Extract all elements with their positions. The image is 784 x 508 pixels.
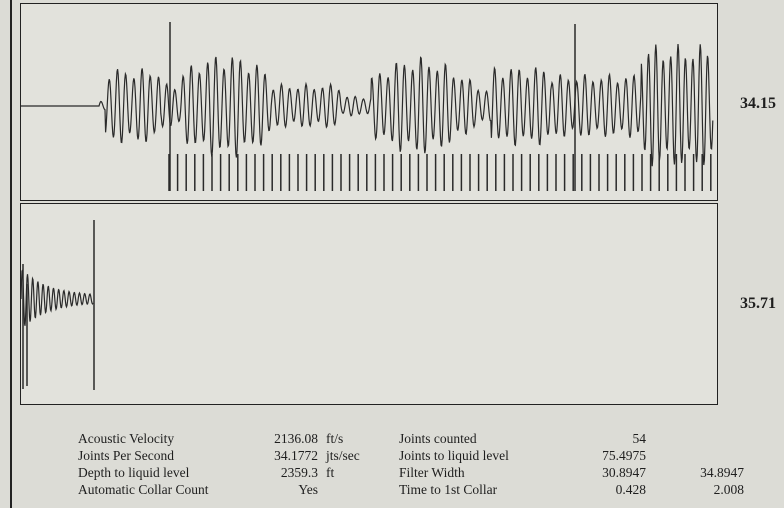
stat-label: Depth to liquid level — [78, 465, 190, 480]
stat-label: Acoustic Velocity — [78, 431, 175, 446]
stat-value-2: 75.4975 — [602, 448, 646, 463]
stat-label: Automatic Collar Count — [78, 482, 209, 497]
stat-unit: jts/sec — [326, 448, 360, 463]
lower-trace-panel — [20, 203, 718, 405]
stat-value: 34.1772 — [274, 448, 318, 463]
upper-waveform-trace — [21, 44, 714, 167]
stat-value: 2136.08 — [274, 431, 318, 446]
stat-unit: ft/s — [326, 431, 344, 446]
stat-value-2: 30.8947 — [602, 465, 646, 480]
stat-value-2: 0.428 — [615, 482, 646, 497]
stat-unit: ft — [326, 465, 335, 480]
stat-value-2: 54 — [632, 431, 647, 446]
stat-label-2: Joints to liquid level — [399, 448, 509, 463]
upper-trace-panel — [20, 3, 718, 201]
upper-waveform-chart — [21, 22, 714, 191]
stat-value: 2359.3 — [280, 465, 318, 480]
stat-label-2: Time to 1st Collar — [399, 482, 498, 497]
stat-label-2: Joints counted — [399, 431, 477, 446]
left-border-line — [10, 0, 12, 508]
lower-waveform-chart — [21, 220, 95, 390]
stat-label-2: Filter Width — [399, 465, 465, 480]
upper-panel-value: 34.15 — [740, 95, 776, 112]
lower-panel-value: 35.71 — [740, 295, 776, 312]
lower-waveform-trace — [21, 268, 94, 326]
stat-value-3: 2.008 — [713, 482, 744, 497]
stat-value-3: 34.8947 — [700, 465, 744, 480]
stat-label: Joints Per Second — [78, 448, 174, 463]
stat-value: Yes — [298, 482, 318, 497]
